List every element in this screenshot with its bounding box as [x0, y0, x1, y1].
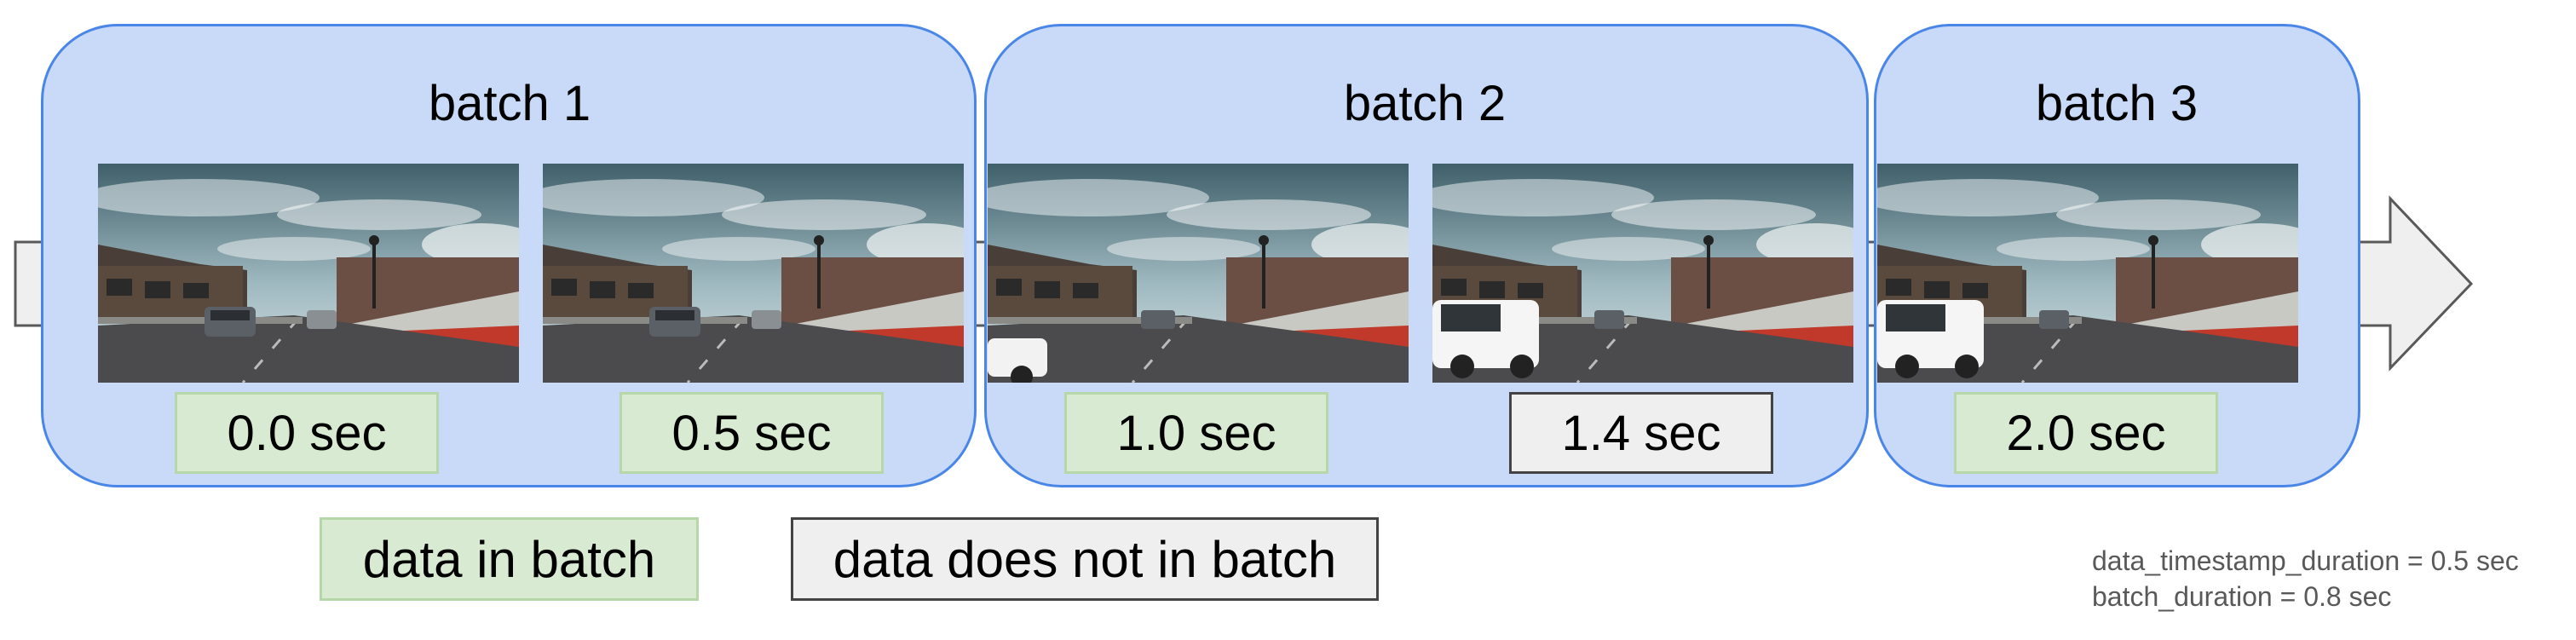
street-camera-frame-icon [988, 164, 1409, 383]
camera-frame-3 [988, 164, 1409, 383]
street-camera-frame-icon [1432, 164, 1853, 383]
timestamp-label-1: 0.0 sec [175, 392, 439, 474]
timestamp-label-5: 2.0 sec [1954, 392, 2218, 474]
timestamp-label-2: 0.5 sec [620, 392, 884, 474]
camera-frame-2 [543, 164, 964, 383]
note-batch-duration: batch_duration = 0.8 sec [2092, 581, 2391, 613]
legend-not-in-batch: data does not in batch [791, 517, 1379, 601]
street-camera-frame-icon [98, 164, 519, 383]
batch-title-2: batch 2 [1344, 75, 1506, 132]
timestamp-label-4: 1.4 sec [1509, 392, 1773, 474]
batch-title-3: batch 3 [2036, 75, 2198, 132]
camera-frame-4 [1432, 164, 1853, 383]
batch-title-1: batch 1 [429, 75, 591, 132]
legend-in-batch: data in batch [320, 517, 699, 601]
camera-frame-5 [1877, 164, 2298, 383]
note-data-timestamp-duration: data_timestamp_duration = 0.5 sec [2092, 545, 2519, 577]
street-camera-frame-icon [1877, 164, 2298, 383]
camera-frame-1 [98, 164, 519, 383]
timestamp-label-3: 1.0 sec [1064, 392, 1328, 474]
street-camera-frame-icon [543, 164, 964, 383]
